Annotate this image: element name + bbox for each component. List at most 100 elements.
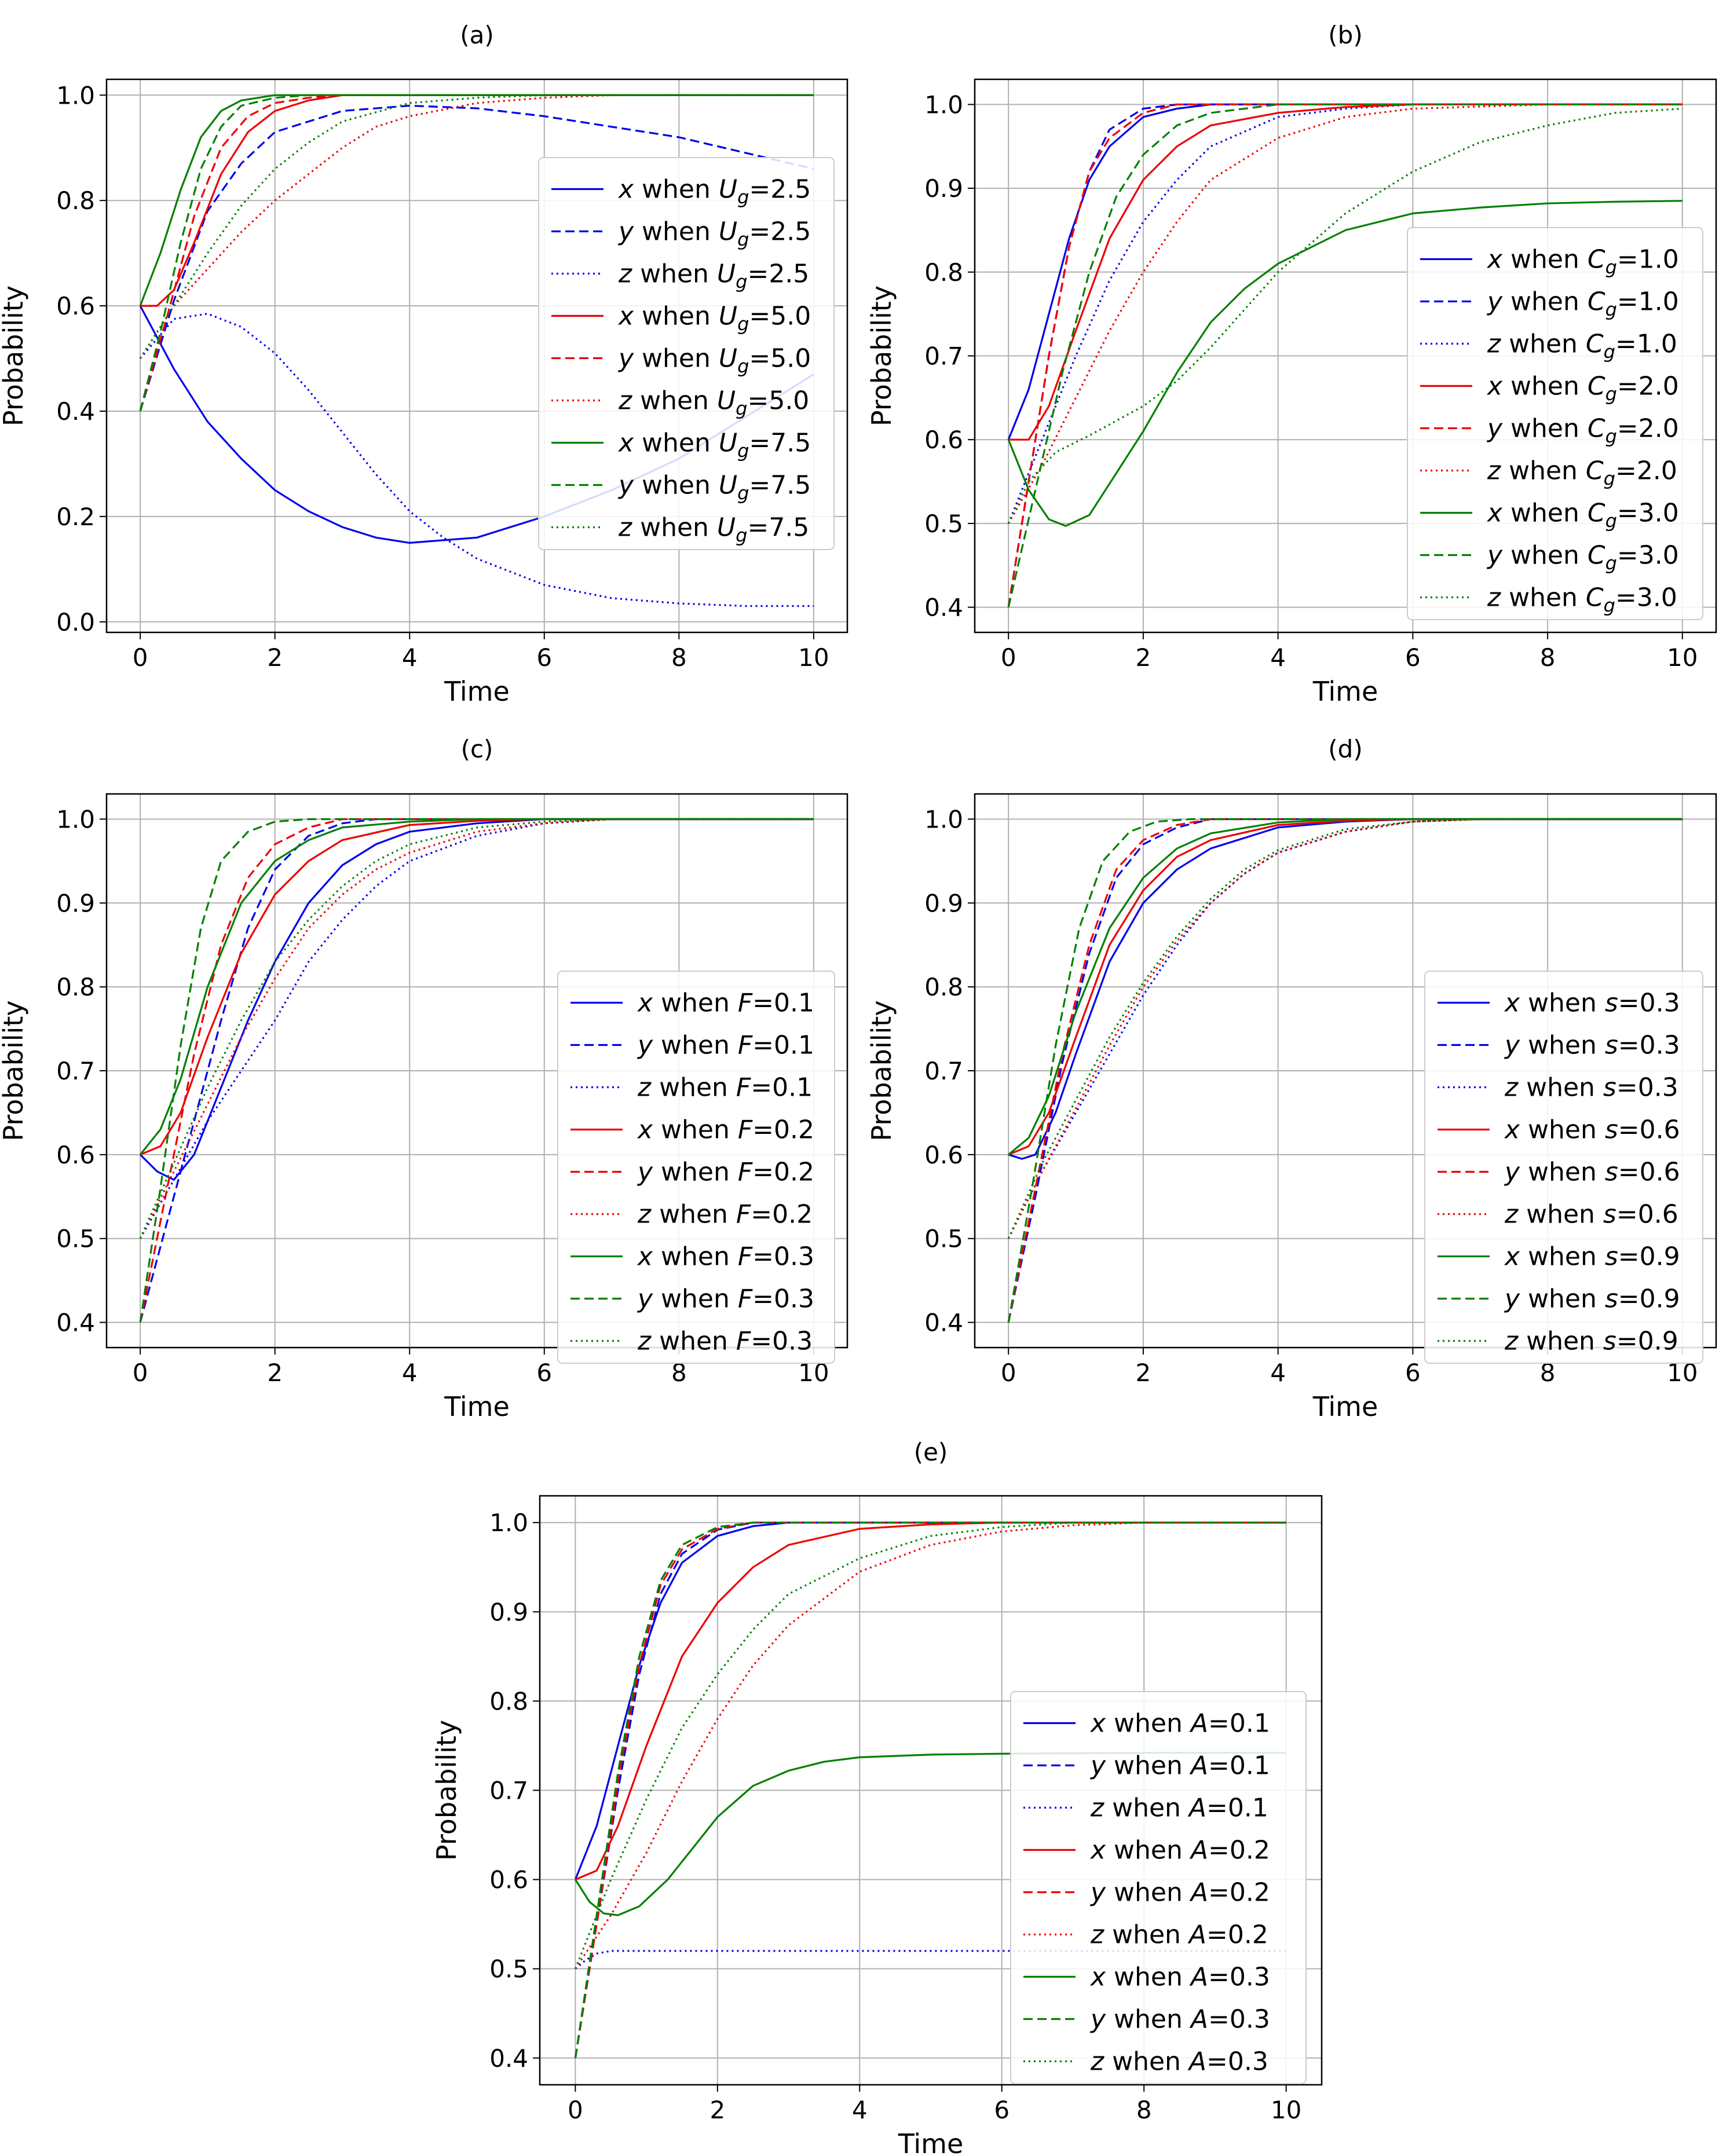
y-tick-label: 1.0	[489, 1509, 528, 1537]
y-tick-label: 0.4	[924, 1309, 963, 1337]
x-tick-label: 2	[1136, 643, 1151, 672]
legend: x when Cg=1.0 y when Cg=1.0 z when Cg=1.0 x…	[1407, 227, 1703, 620]
legend: x when Ug=2.5 y when Ug=2.5 z when Ug=2.5 x…	[538, 157, 835, 550]
x-tick-label: 0	[133, 643, 148, 672]
x-axis-title: Time	[444, 676, 510, 707]
legend-entry: y when Cg=1.0	[1486, 287, 1679, 321]
legend-box	[538, 157, 835, 550]
plot-frame	[974, 793, 1717, 1349]
y-tick-label: 0.7	[56, 1057, 95, 1085]
chart-panel-4: (d)0 2 4 6 8 100.40.50.60.70.80.91.0TimeProba…	[866, 735, 1717, 1422]
x-tick-label: 2	[267, 1359, 283, 1387]
legend-entry: y when A=0.2	[1089, 1878, 1270, 1908]
y-axis-title: Probability	[866, 1000, 897, 1141]
y-tick-label: 0.8	[924, 973, 963, 1001]
series-line-x-0_3	[575, 1752, 1286, 1916]
legend-entry: x when s=0.9	[1504, 1242, 1680, 1272]
series-line-y-2_5	[139, 104, 814, 412]
chart-panel-3: (c)0 2 4 6 8 100.40.50.60.70.80.91.0TimeProba…	[0, 735, 848, 1422]
y-tick-label: 0.7	[489, 1777, 528, 1805]
legend: x when A=0.1 y when A=0.1 z when A=0.1 x wh…	[1010, 1691, 1307, 2084]
series-line-y-0_6	[1007, 818, 1683, 1323]
series-line-z-0_9	[1007, 818, 1683, 1239]
series-line-z-0_6	[1007, 818, 1683, 1239]
legend-entry: z when s=0.9	[1504, 1327, 1678, 1356]
y-tick-label: 0.6	[924, 1141, 963, 1169]
x-tick-label: 2	[267, 643, 283, 672]
x-axis-title: Time	[1312, 1391, 1378, 1422]
y-tick-label: 0.6	[489, 1866, 528, 1894]
legend-entry: y when s=0.9	[1504, 1284, 1680, 1314]
legend-box	[1407, 227, 1703, 620]
y-tick-label: 0.5	[56, 1225, 95, 1253]
legend-entry: z when Ug=2.5	[618, 259, 809, 293]
legend-entry: x when F=0.2	[637, 1115, 814, 1145]
legend-entry: x when A=0.2	[1089, 1836, 1270, 1865]
plot-frame	[974, 78, 1717, 634]
series-line-y-0_3	[139, 818, 814, 1323]
legend-entry: z when s=0.6	[1504, 1200, 1678, 1229]
legend-entry: z when Cg=2.0	[1487, 456, 1677, 490]
legend-entry: z when Ug=7.5	[618, 513, 809, 547]
x-tick-label: 4	[402, 643, 418, 672]
series-line-z-0_3	[139, 818, 814, 1239]
x-tick-label: 4	[1270, 643, 1286, 672]
series-line-z-0_3	[574, 1521, 1286, 1970]
legend: x when F=0.1 y when F=0.1 z when F=0.1 x wh…	[557, 971, 835, 1364]
series-line-y-3_0	[1007, 103, 1683, 607]
series-line-y-0_1	[139, 818, 814, 1323]
legend-entry: y when Cg=2.0	[1486, 414, 1679, 448]
series-line-x-0_2	[140, 818, 814, 1156]
x-tick-label: 6	[536, 1359, 552, 1387]
series-line-z-0_1	[575, 1950, 1286, 1970]
y-tick-label: 0.9	[924, 174, 963, 203]
legend-entry: x when s=0.6	[1504, 1115, 1680, 1145]
plot-frame	[105, 793, 848, 1349]
y-tick-label: 0.4	[56, 397, 95, 426]
series-line-y-0_2	[139, 818, 814, 1323]
panel-title: (b)	[1328, 21, 1362, 49]
x-tick-label: 2	[709, 2096, 725, 2124]
x-tick-label: 4	[1270, 1359, 1286, 1387]
series-line-x-2_0	[1008, 103, 1683, 441]
x-tick-label: 6	[1405, 1359, 1421, 1387]
legend-entry: y when A=0.1	[1089, 1751, 1270, 1781]
y-tick-label: 0.7	[924, 342, 963, 371]
series-line-x-0_2	[575, 1521, 1286, 1881]
legend-entry: x when Ug=7.5	[617, 429, 811, 462]
legend-entry: y when F=0.3	[637, 1284, 814, 1314]
chart-panel-2: (b) 0 2 4 6 8 10 0.4 0.5 0.6 0.7 0.8 0.9 1.0 Time Proba…	[866, 21, 1717, 707]
legend-entry: x when A=0.3	[1089, 1963, 1270, 1992]
legend-entry: z when A=0.1	[1090, 1793, 1268, 1823]
legend-entry: y when Ug=2.5	[617, 217, 811, 251]
series-line-x-3_0	[1007, 200, 1683, 527]
series-line-y-0_9	[1007, 818, 1683, 1323]
y-tick-label: 0.8	[924, 258, 963, 287]
legend-entry: z when s=0.3	[1504, 1073, 1678, 1103]
legend-entry: x when F=0.3	[637, 1242, 814, 1272]
y-tick-label: 1.0	[56, 805, 95, 833]
legend-entry: y when Ug=5.0	[617, 344, 811, 378]
y-tick-label: 0.5	[924, 510, 963, 538]
legend-entry: x when Cg=1.0	[1486, 245, 1679, 279]
y-axis-title: Probability	[431, 1720, 462, 1861]
chart-panel-1: (a) 0 2 4 6 8 10 0.0 0.2 0.4 0.6 0.8 1.0 Time Probabil…	[0, 21, 848, 707]
legend-box	[1010, 1691, 1307, 2084]
legend-entry: x when s=0.3	[1504, 989, 1680, 1018]
legend-entry: y when A=0.3	[1089, 2005, 1270, 2034]
series-line-x-0_6	[1008, 818, 1683, 1156]
legend-entry: z when Cg=1.0	[1487, 330, 1677, 363]
legend-entry: x when F=0.1	[637, 989, 814, 1018]
x-tick-label: 6	[1405, 643, 1421, 672]
legend-entry: y when F=0.1	[637, 1031, 814, 1060]
legend-entry: y when Cg=3.0	[1486, 541, 1679, 574]
series-line-z-7_5	[139, 94, 814, 359]
x-tick-label: 10	[798, 643, 829, 672]
x-axis-title: Time	[1312, 676, 1378, 707]
y-tick-label: 1.0	[56, 81, 95, 109]
x-tick-label: 0	[568, 2096, 583, 2124]
series-line-y-0_3	[574, 1521, 1286, 2059]
y-tick-label: 0.8	[56, 973, 95, 1001]
legend-entry: x when Cg=2.0	[1486, 372, 1679, 405]
